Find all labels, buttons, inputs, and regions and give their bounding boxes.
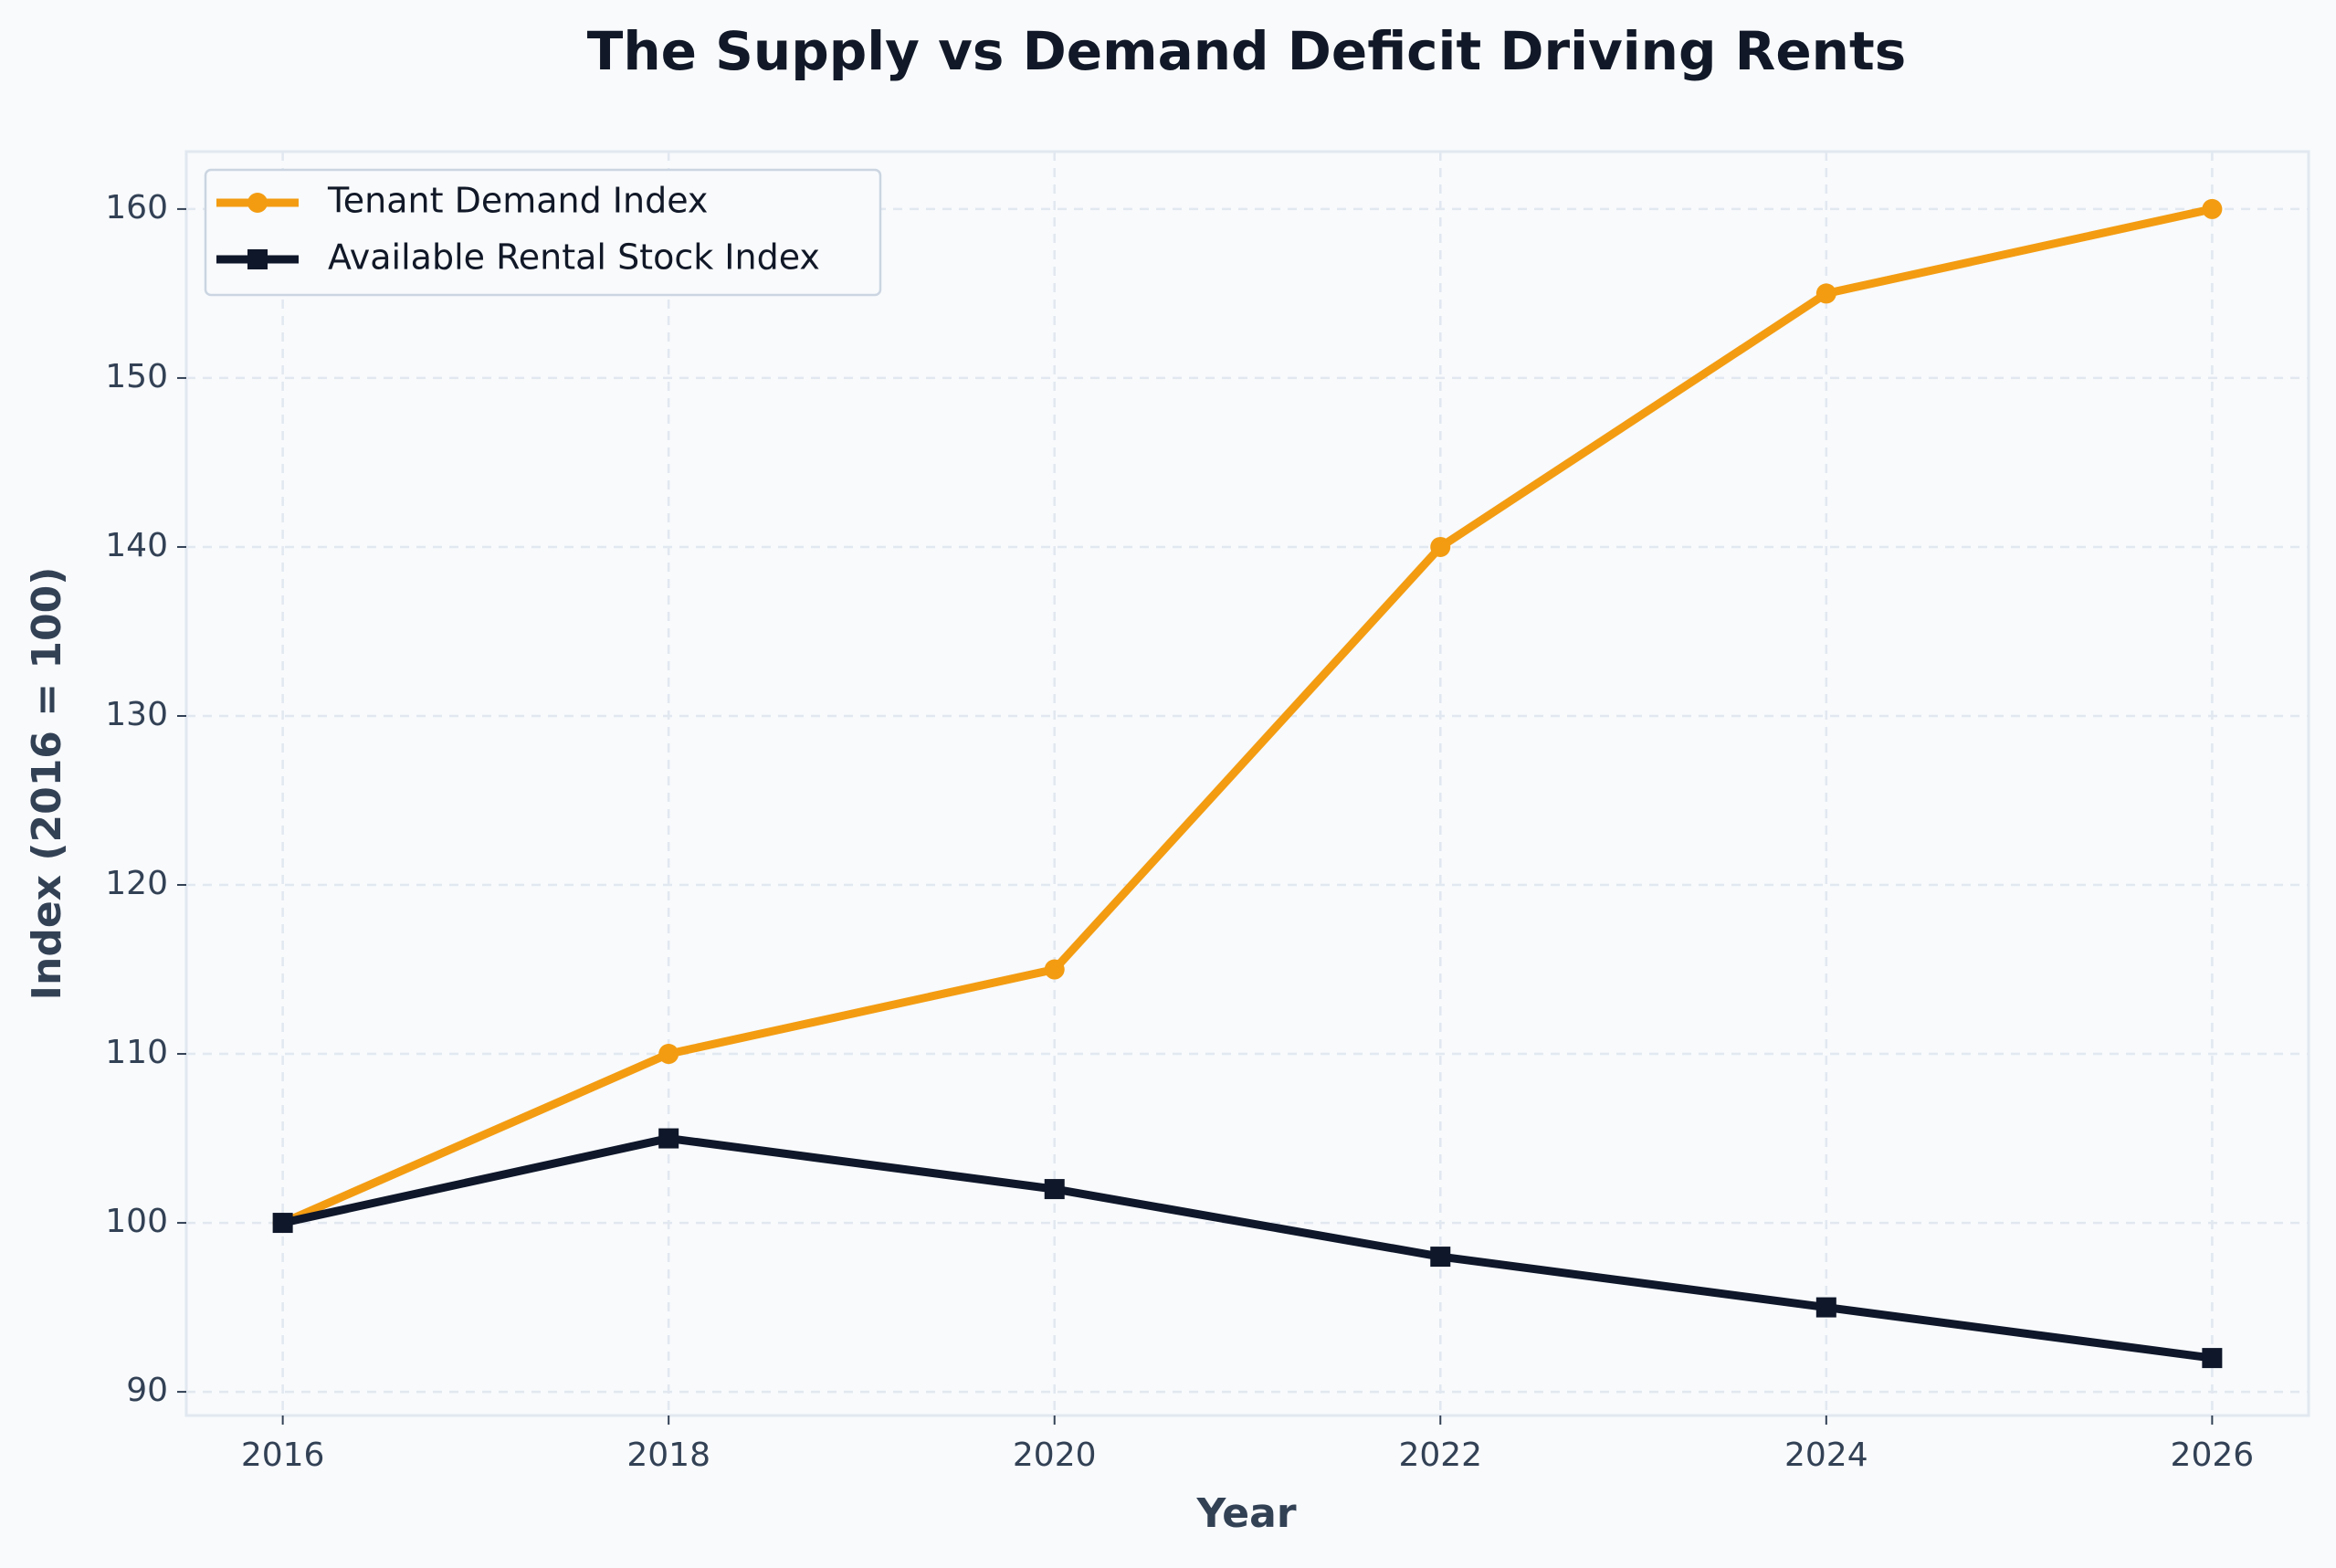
- x-tick-label: 2018: [626, 1436, 710, 1474]
- data-point: [1430, 1247, 1451, 1268]
- legend-label: Tenant Demand Index: [327, 181, 708, 221]
- y-axis-label: Index (2016 = 100): [24, 567, 70, 1001]
- data-point: [658, 1044, 679, 1065]
- y-tick-label: 150: [105, 358, 168, 395]
- data-point: [1044, 959, 1065, 980]
- x-tick-label: 2022: [1398, 1436, 1482, 1474]
- data-point: [272, 1213, 293, 1234]
- y-tick-label: 130: [105, 696, 168, 733]
- data-point: [658, 1128, 679, 1149]
- series-line: [281, 1134, 2213, 1363]
- x-tick-label: 2024: [1784, 1436, 1868, 1474]
- plot-area: [184, 150, 2310, 1417]
- data-point: [1815, 1297, 1836, 1318]
- legend-marker: [247, 193, 268, 213]
- legend-box: [204, 168, 882, 297]
- data-point: [1044, 1179, 1065, 1200]
- chart-title: The Supply vs Demand Deficit Driving Ren…: [587, 20, 1906, 82]
- data-point: [1430, 536, 1451, 557]
- y-tick-label: 160: [105, 189, 168, 226]
- y-tick-label: 90: [126, 1372, 168, 1409]
- data-point: [2202, 1348, 2223, 1369]
- x-tick-label: 2016: [241, 1436, 325, 1474]
- x-tick-label: 2020: [1013, 1436, 1097, 1474]
- x-tick-label: 2026: [2171, 1436, 2255, 1474]
- y-tick-label: 100: [105, 1203, 168, 1240]
- y-tick-label: 140: [105, 527, 168, 564]
- x-axis-label: Year: [1195, 1490, 1296, 1537]
- legend-marker: [247, 249, 268, 269]
- data-point: [1815, 283, 1836, 304]
- y-tick-label: 120: [105, 865, 168, 902]
- y-tick-label: 110: [105, 1034, 168, 1071]
- series-line: [280, 205, 2214, 1227]
- legend-label: Available Rental Stock Index: [328, 237, 820, 278]
- data-point: [2202, 198, 2223, 219]
